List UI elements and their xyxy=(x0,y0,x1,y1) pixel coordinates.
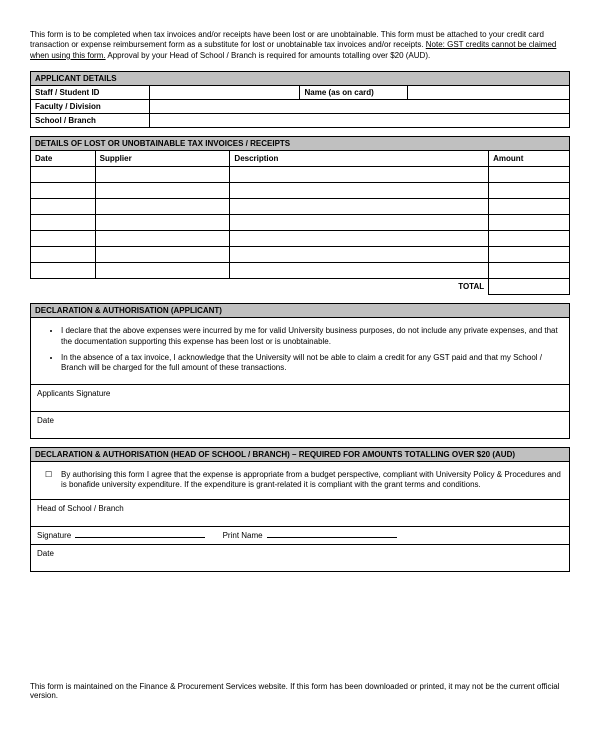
table-cell[interactable] xyxy=(489,167,570,183)
table-cell[interactable] xyxy=(31,183,96,199)
table-cell[interactable] xyxy=(31,167,96,183)
head-date-label: Date xyxy=(37,549,54,558)
table-cell[interactable] xyxy=(489,231,570,247)
col-amount: Amount xyxy=(489,151,570,167)
table-cell[interactable] xyxy=(230,167,489,183)
intro-text: This form is to be completed when tax in… xyxy=(30,30,570,61)
col-supplier: Supplier xyxy=(95,151,230,167)
decl1-content: I declare that the above expenses were i… xyxy=(31,318,570,385)
table-cell[interactable] xyxy=(230,183,489,199)
table-cell[interactable] xyxy=(31,215,96,231)
decl2-head-row: Head of School / Branch xyxy=(31,499,570,526)
table-cell[interactable] xyxy=(31,263,96,279)
table-row xyxy=(31,247,570,263)
applicant-sig-label: Applicants Signature xyxy=(37,389,110,398)
decl1-bullet2: In the absence of a tax invoice, I ackno… xyxy=(61,353,563,374)
head-label: Head of School / Branch xyxy=(37,504,124,513)
table-cell[interactable] xyxy=(230,199,489,215)
col-date: Date xyxy=(31,151,96,167)
table-row xyxy=(31,183,570,199)
applicant-details-table: APPLICANT DETAILS Staff / Student ID Nam… xyxy=(30,71,570,128)
table-row xyxy=(31,199,570,215)
table-cell[interactable] xyxy=(230,247,489,263)
name-label: Name (as on card) xyxy=(300,86,408,100)
col-desc: Description xyxy=(230,151,489,167)
faculty-field[interactable] xyxy=(149,100,569,114)
school-label: School / Branch xyxy=(31,114,150,128)
table-cell[interactable] xyxy=(489,215,570,231)
decl1-date-row: Date xyxy=(31,411,570,438)
applicant-header: APPLICANT DETAILS xyxy=(31,72,570,86)
table-row xyxy=(31,263,570,279)
table-cell[interactable] xyxy=(95,199,230,215)
table-cell[interactable] xyxy=(489,183,570,199)
decl1-sig-row: Applicants Signature xyxy=(31,384,570,411)
decl2-checkbox-text: By authorising this form I agree that th… xyxy=(37,470,563,491)
declaration-applicant-table: DECLARATION & AUTHORISATION (APPLICANT) … xyxy=(30,303,570,439)
details-header: DETAILS OF LOST OR UNOBTAINABLE TAX INVO… xyxy=(31,137,570,151)
declaration-head-table: DECLARATION & AUTHORISATION (HEAD OF SCH… xyxy=(30,447,570,572)
table-row xyxy=(31,231,570,247)
decl1-header: DECLARATION & AUTHORISATION (APPLICANT) xyxy=(31,304,570,318)
table-row xyxy=(31,215,570,231)
table-cell[interactable] xyxy=(230,215,489,231)
total-field[interactable] xyxy=(489,279,570,295)
total-label: TOTAL xyxy=(230,279,489,295)
decl2-header: DECLARATION & AUTHORISATION (HEAD OF SCH… xyxy=(31,447,570,461)
table-cell[interactable] xyxy=(31,231,96,247)
table-cell[interactable] xyxy=(31,247,96,263)
table-cell[interactable] xyxy=(230,231,489,247)
name-field[interactable] xyxy=(408,86,570,100)
table-cell[interactable] xyxy=(95,247,230,263)
table-row xyxy=(31,167,570,183)
school-field[interactable] xyxy=(149,114,569,128)
head-sig-label: Signature xyxy=(37,531,71,540)
table-cell[interactable] xyxy=(489,247,570,263)
table-cell[interactable] xyxy=(95,231,230,247)
decl2-date-row: Date xyxy=(31,544,570,571)
staff-id-field[interactable] xyxy=(149,86,300,100)
intro-post: Approval by your Head of School / Branch… xyxy=(106,51,431,60)
staff-id-label: Staff / Student ID xyxy=(31,86,150,100)
table-cell[interactable] xyxy=(230,263,489,279)
decl2-sig-row: Signature Print Name xyxy=(31,526,570,544)
decl2-content: By authorising this form I agree that th… xyxy=(31,461,570,499)
form-page: This form is to be completed when tax in… xyxy=(0,0,600,600)
footer-text: This form is maintained on the Finance &… xyxy=(30,682,570,700)
head-print-label: Print Name xyxy=(223,531,263,540)
table-cell[interactable] xyxy=(31,199,96,215)
details-table: DETAILS OF LOST OR UNOBTAINABLE TAX INVO… xyxy=(30,136,570,295)
applicant-date-label: Date xyxy=(37,416,54,425)
table-cell[interactable] xyxy=(95,263,230,279)
sig-line[interactable] xyxy=(75,537,205,538)
table-cell[interactable] xyxy=(95,215,230,231)
table-cell[interactable] xyxy=(95,183,230,199)
table-cell[interactable] xyxy=(95,167,230,183)
faculty-label: Faculty / Division xyxy=(31,100,150,114)
table-cell[interactable] xyxy=(489,199,570,215)
print-line[interactable] xyxy=(267,537,397,538)
decl1-bullet1: I declare that the above expenses were i… xyxy=(61,326,563,347)
table-cell[interactable] xyxy=(489,263,570,279)
